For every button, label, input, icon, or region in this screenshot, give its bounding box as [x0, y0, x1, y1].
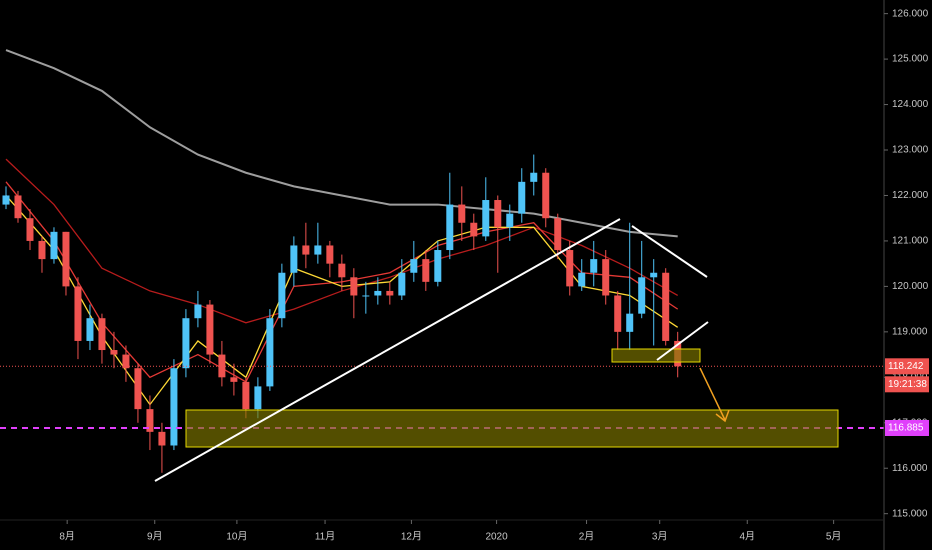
candle-body	[446, 204, 454, 251]
y-tick-label: 120.000	[892, 281, 929, 292]
x-tick-label: 5月	[826, 531, 842, 543]
y-tick-label: 116.000	[892, 463, 928, 474]
candle-body	[458, 204, 466, 223]
candle-body	[410, 259, 418, 273]
candle-body	[362, 295, 370, 297]
candle-body	[650, 272, 658, 278]
candle-body	[326, 245, 334, 264]
candle-body	[518, 181, 526, 214]
trend-line	[631, 225, 708, 278]
candle-body	[86, 318, 94, 341]
candle-body	[578, 272, 586, 287]
candle-body	[98, 318, 106, 351]
level-box	[885, 419, 929, 436]
candle-body	[494, 200, 502, 228]
candle-body	[170, 368, 178, 446]
candle-body	[62, 231, 70, 287]
y-tick-label: 124.000	[892, 99, 929, 110]
moving-average	[5, 49, 678, 238]
last-price-label: 118.242	[888, 361, 924, 372]
countdown-box	[885, 376, 929, 393]
x-tick-label: 8月	[59, 531, 75, 543]
candle-body	[626, 313, 634, 332]
candle-body	[530, 172, 538, 182]
countdown-label: 19:21:38	[888, 379, 927, 390]
y-tick-label: 115.000	[892, 508, 928, 519]
candle-body	[182, 318, 190, 369]
candle-body	[278, 272, 286, 319]
candle-body	[638, 277, 646, 314]
candle-body	[146, 409, 154, 432]
candle-body	[38, 240, 46, 260]
candle-body	[386, 290, 394, 296]
candle-body	[662, 272, 670, 341]
y-tick-label: 119.000	[892, 326, 928, 337]
candle-body	[506, 213, 514, 228]
candle-body	[566, 250, 574, 287]
candle-body	[314, 245, 322, 255]
candle-body	[338, 263, 346, 278]
candle-body	[554, 218, 562, 251]
candle-body	[398, 272, 406, 296]
x-tick-label: 11月	[315, 531, 335, 543]
candle-body	[74, 286, 82, 341]
x-tick-label: 9月	[147, 531, 163, 543]
last-price-box	[885, 358, 929, 375]
zone-box	[185, 409, 839, 448]
candle-body	[110, 350, 118, 355]
candle-body	[422, 259, 430, 282]
candle-body	[542, 172, 550, 219]
candle-body	[614, 295, 622, 332]
candle-body	[194, 304, 202, 319]
candle-body	[302, 245, 310, 255]
candle-body	[602, 259, 610, 296]
candle-body	[350, 277, 358, 296]
y-tick-label: 125.000	[892, 54, 929, 65]
trend-line	[656, 321, 709, 361]
x-tick-label: 12月	[401, 531, 422, 543]
candle-body	[26, 218, 34, 241]
candle-body	[374, 290, 382, 296]
level-label: 116.885	[888, 423, 924, 434]
candle-body	[14, 195, 22, 219]
candle-body	[2, 195, 10, 205]
price-labels: 115.000116.000117.000118.000119.000120.0…	[59, 8, 929, 543]
y-tick-label: 123.000	[892, 145, 929, 156]
candle-body	[482, 200, 490, 237]
candle-body	[590, 259, 598, 273]
candle-body	[470, 222, 478, 237]
y-tick-label: 126.000	[892, 8, 929, 19]
candle-body	[134, 368, 142, 410]
x-tick-label: 2月	[579, 531, 595, 543]
arrow	[699, 367, 726, 421]
zone-box	[611, 348, 701, 363]
x-tick-label: 4月	[739, 531, 755, 543]
x-tick-label: 10月	[226, 531, 247, 543]
x-tick-label: 2020	[485, 532, 508, 543]
trend-line	[154, 218, 621, 482]
candle-body	[122, 354, 130, 369]
x-tick-label: 3月	[652, 531, 668, 543]
candle-body	[254, 386, 262, 410]
candle-body	[266, 318, 274, 387]
candle-body	[158, 431, 166, 446]
candle-body	[242, 381, 250, 410]
candle-body	[434, 250, 442, 282]
candle-body	[218, 354, 226, 378]
arrow-head	[715, 409, 730, 423]
candle-body	[50, 231, 58, 260]
y-tick-label: 122.000	[892, 190, 929, 201]
candle-body	[290, 245, 298, 273]
moving-average	[5, 158, 679, 324]
y-tick-label: 121.000	[892, 236, 929, 247]
candle-body	[206, 304, 214, 355]
candle-body	[230, 377, 238, 382]
